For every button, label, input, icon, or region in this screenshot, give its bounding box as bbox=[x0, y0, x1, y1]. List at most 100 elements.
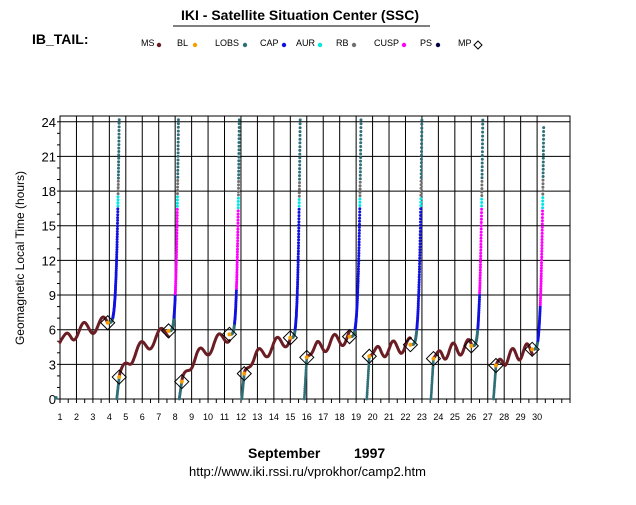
ms-track bbox=[242, 335, 292, 376]
orbit-point bbox=[236, 203, 240, 207]
orbit-point bbox=[116, 204, 120, 208]
orbit-point bbox=[237, 133, 241, 137]
orbit-point bbox=[176, 165, 180, 169]
orbit-point bbox=[418, 239, 422, 243]
orbit-point bbox=[538, 301, 542, 305]
orbit-point bbox=[356, 267, 360, 271]
orbit-point bbox=[539, 294, 543, 298]
orbit-point bbox=[356, 274, 360, 278]
orbit-point bbox=[420, 138, 424, 142]
orbit-point bbox=[175, 231, 179, 235]
orbit-point bbox=[356, 288, 360, 292]
orbit-point bbox=[237, 183, 240, 187]
orbit-point bbox=[419, 186, 423, 190]
orbit-point bbox=[176, 137, 180, 140]
orbit-point bbox=[116, 198, 120, 202]
orbit-point bbox=[419, 207, 423, 211]
orbit-point bbox=[298, 170, 302, 174]
orbit-point bbox=[237, 144, 241, 148]
orbit-point bbox=[420, 134, 424, 138]
orbit-point bbox=[541, 189, 545, 193]
orbit-point bbox=[356, 286, 360, 290]
orbit-point bbox=[115, 245, 119, 249]
orbit-point-lower bbox=[430, 385, 434, 389]
orbit-point bbox=[479, 221, 483, 224]
orbit-point bbox=[419, 168, 423, 172]
orbit-point bbox=[540, 219, 544, 223]
orbit-point bbox=[540, 225, 544, 229]
orbit-point-lower bbox=[304, 378, 307, 382]
orbit-point bbox=[236, 224, 240, 228]
orbit-point bbox=[114, 273, 118, 277]
orbit-point bbox=[298, 145, 302, 149]
orbit-point bbox=[480, 154, 484, 157]
orbit-point-lower bbox=[304, 370, 308, 374]
orbit-point bbox=[478, 288, 482, 292]
orbit-point bbox=[359, 156, 363, 159]
y-tick-label: 12 bbox=[42, 253, 56, 268]
orbit-point bbox=[235, 275, 239, 279]
orbit-point bbox=[174, 275, 178, 279]
orbit-point bbox=[296, 265, 300, 269]
orbit-point bbox=[235, 286, 238, 290]
orbit-point-lower bbox=[303, 385, 307, 388]
orbit-point bbox=[481, 134, 485, 138]
orbit-point bbox=[176, 175, 180, 179]
orbit-point-lower bbox=[429, 395, 433, 399]
x-tick-label: 22 bbox=[400, 412, 410, 422]
orbit-point-lower bbox=[430, 381, 434, 385]
orbit-point bbox=[356, 281, 360, 285]
orbit-point bbox=[480, 146, 484, 150]
legend-marker-mp bbox=[473, 40, 483, 50]
ms-track bbox=[58, 315, 110, 344]
orbit-point bbox=[298, 141, 302, 145]
orbit-point bbox=[356, 279, 360, 283]
orbit-point bbox=[419, 193, 423, 197]
orbit-point bbox=[297, 235, 301, 239]
legend-marker-aur bbox=[317, 42, 323, 48]
footer-url[interactable]: http://www.iki.rssi.ru/vprokhor/camp2.ht… bbox=[189, 464, 426, 479]
x-tick-label: 3 bbox=[90, 412, 95, 422]
orbit-point bbox=[541, 206, 545, 210]
orbit-point bbox=[296, 249, 300, 253]
orbit-point bbox=[420, 142, 424, 146]
bl-point bbox=[242, 371, 247, 376]
orbit-point bbox=[480, 214, 483, 218]
plot-frame bbox=[59, 115, 571, 400]
x-tick-label: 7 bbox=[156, 412, 161, 422]
orbit-point bbox=[115, 257, 119, 261]
orbit-point bbox=[356, 277, 360, 281]
orbit-point bbox=[478, 279, 482, 282]
x-tick-label: 2 bbox=[74, 412, 79, 422]
orbit-point bbox=[418, 253, 422, 257]
orbit-point bbox=[359, 126, 363, 130]
orbit-point bbox=[117, 153, 121, 157]
orbit-point bbox=[117, 132, 121, 136]
orbit-point bbox=[296, 278, 300, 282]
orbit-point bbox=[116, 216, 120, 220]
orbit-point bbox=[115, 243, 119, 247]
orbit-point bbox=[541, 160, 545, 164]
x-tick-label: 15 bbox=[285, 412, 295, 422]
legend-marker-cap bbox=[281, 42, 287, 48]
orbit-point bbox=[236, 199, 240, 203]
orbit-point-lower bbox=[366, 374, 370, 377]
x-tick-label: 11 bbox=[220, 412, 229, 422]
orbit-point bbox=[479, 227, 483, 231]
y-tick-label: 18 bbox=[42, 184, 56, 199]
orbit-point-lower bbox=[367, 367, 370, 371]
orbit-point bbox=[478, 291, 482, 295]
orbit-point bbox=[418, 248, 422, 252]
orbit-point bbox=[235, 263, 239, 267]
orbit-point bbox=[174, 253, 178, 257]
orbit-point-lower bbox=[302, 397, 306, 401]
orbit-point-lower bbox=[365, 393, 369, 397]
orbit-point bbox=[116, 195, 120, 199]
orbit-point bbox=[479, 263, 482, 267]
orbit-point bbox=[541, 153, 545, 156]
orbit-point bbox=[237, 180, 241, 183]
mp-crossing-marker bbox=[488, 357, 504, 374]
orbit-point bbox=[540, 247, 544, 250]
orbit-point bbox=[175, 225, 179, 229]
